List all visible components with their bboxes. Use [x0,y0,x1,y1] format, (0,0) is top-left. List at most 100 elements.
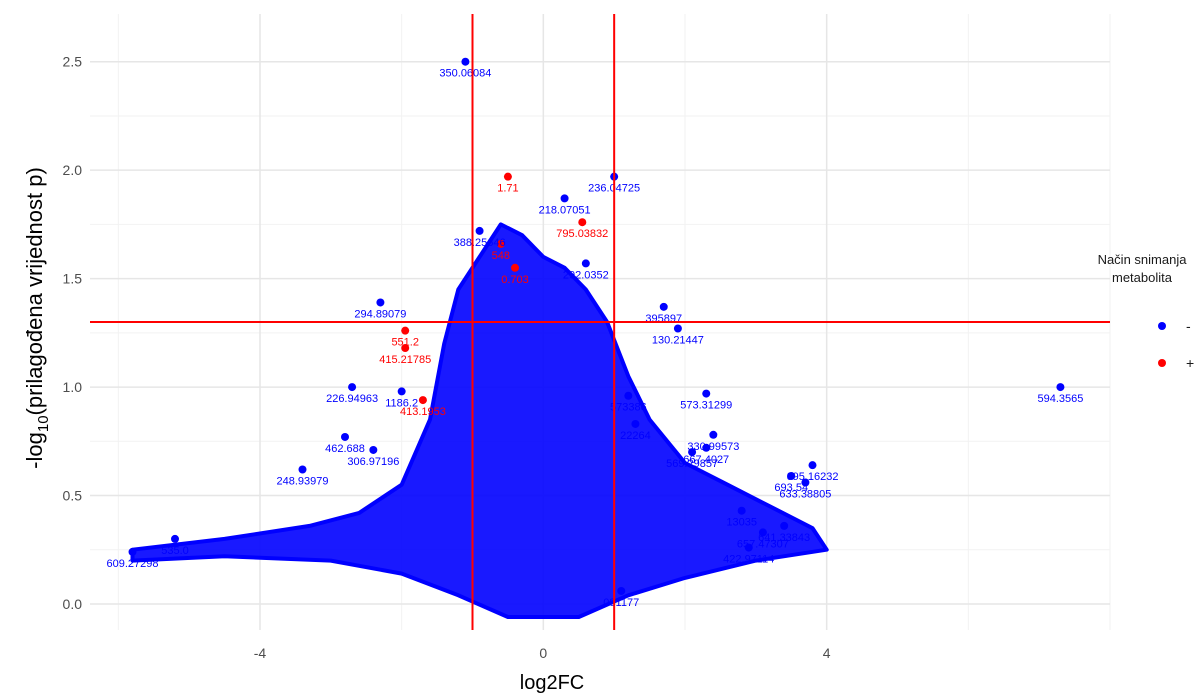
data-point [787,472,796,480]
data-point-label: 422.97114 [723,554,774,566]
data-point [376,298,385,307]
data-point-label: 667.4027 [683,454,729,466]
data-point-label: 292.0352 [563,269,609,281]
data-point-label: 573386 [610,402,647,414]
data-point-label: 535.0 [161,545,189,557]
data-point-label: 462.688 [325,443,365,455]
data-point-label: 0.703 [501,274,529,286]
data-point [624,391,633,400]
data-point-label: 795.03832 [556,228,608,240]
legend-key-minus [1158,322,1166,330]
data-point [128,547,137,556]
y-axis-title-rest: (prilagođena vrijednost p) [22,167,47,415]
threshold-lines [90,14,1110,630]
data-point [369,445,378,454]
data-point [461,57,470,66]
data-point-label: 1.71 [497,183,518,195]
data-point [341,432,349,441]
data-point [1056,383,1065,392]
data-point [475,226,484,235]
background-cloud-shape [130,222,829,619]
y-tick-label: 2.0 [63,162,83,178]
data-point [581,259,590,268]
y-tick-label: 1.0 [63,379,83,395]
data-point-label: 569.29857 [666,458,718,470]
legend-key-plus [1158,359,1166,367]
data-point [401,344,410,353]
y-axis-title: -log10(prilagođena vrijednost p) [22,167,52,469]
x-tick-label: 4 [823,645,831,661]
data-point [560,194,569,203]
legend-title-line2: metabolita [1112,270,1173,285]
data-points [128,57,1065,595]
data-point-label: 22264 [620,430,651,442]
data-point-label: 395897 [645,313,682,325]
legend-label-plus: + [1186,355,1194,371]
data-point-label: 641.33843 [758,532,810,544]
data-point-label: 248.93979 [277,475,329,487]
data-point-label: 633.38805 [779,489,831,501]
background-point-cloud [130,222,829,619]
data-point-label: 415.21785 [379,354,431,366]
data-point-label: 130.21447 [652,335,704,347]
data-point-label: 413.1953 [400,406,446,418]
data-point [688,448,697,457]
data-point [709,430,718,439]
data-point [808,461,817,470]
data-point [496,239,505,248]
data-point [511,263,519,272]
data-point-label: 218.07051 [539,204,591,216]
data-point-label: 695.16232 [787,471,839,483]
x-axis-title: log2FC [520,672,584,694]
data-point-label: 350.06084 [439,68,491,80]
x-axis-ticks: -4 0 4 [254,645,831,661]
data-point-label: 306.97196 [347,456,399,468]
data-point [659,302,668,311]
data-point [401,326,410,335]
y-tick-label: 2.5 [63,54,83,70]
data-point-label: 573.31299 [680,400,732,412]
y-axis-title-main: -log [22,432,47,469]
data-point-label: 13035 [726,517,757,529]
data-point [418,396,427,405]
x-tick-label: 0 [539,645,547,661]
data-point-label: 226.94963 [326,393,378,405]
data-point [171,534,179,543]
legend-label-minus: - [1186,318,1191,334]
legend-title-line1: Način snimanja [1098,252,1188,267]
data-point [631,419,640,428]
data-point [744,543,753,552]
data-point-label: 1186.2 [385,397,418,409]
data-point [702,443,711,452]
data-point [673,324,682,333]
data-point-label: 294.89079 [354,308,406,320]
data-point [737,506,746,515]
y-tick-label: 0.0 [63,596,83,612]
data-point-label: 330.99573 [687,441,739,453]
x-tick-label: -4 [254,645,267,661]
y-tick-label: 1.5 [63,271,83,287]
data-point-label: 551.2 [391,337,419,349]
data-point-label: 388.25646 [454,237,506,249]
data-point-label: 081177 [603,597,639,609]
y-tick-label: 0.5 [63,488,83,504]
data-point [780,521,789,530]
data-point [503,172,512,181]
data-point [617,586,626,595]
data-point [397,387,406,396]
data-point [298,465,307,474]
data-point [702,389,711,398]
data-point [758,528,767,537]
y-axis-ticks: 0.0 0.5 1.0 1.5 2.0 2.5 [63,54,83,612]
data-point [801,478,810,487]
y-axis-title-subscript: 10 [35,415,52,432]
data-point-labels: 350.06084 218.07051 294.89079 395897 130.214… [107,68,1084,609]
data-point-label: 609.27298 [107,558,159,570]
data-point-label: 657.47307 [737,538,789,550]
data-point-label: 548 [492,250,510,262]
data-point-label: 693.54 [774,482,808,494]
data-point [578,218,587,227]
data-point [348,383,357,392]
legend: Način snimanja metabolita - + [1098,252,1195,371]
